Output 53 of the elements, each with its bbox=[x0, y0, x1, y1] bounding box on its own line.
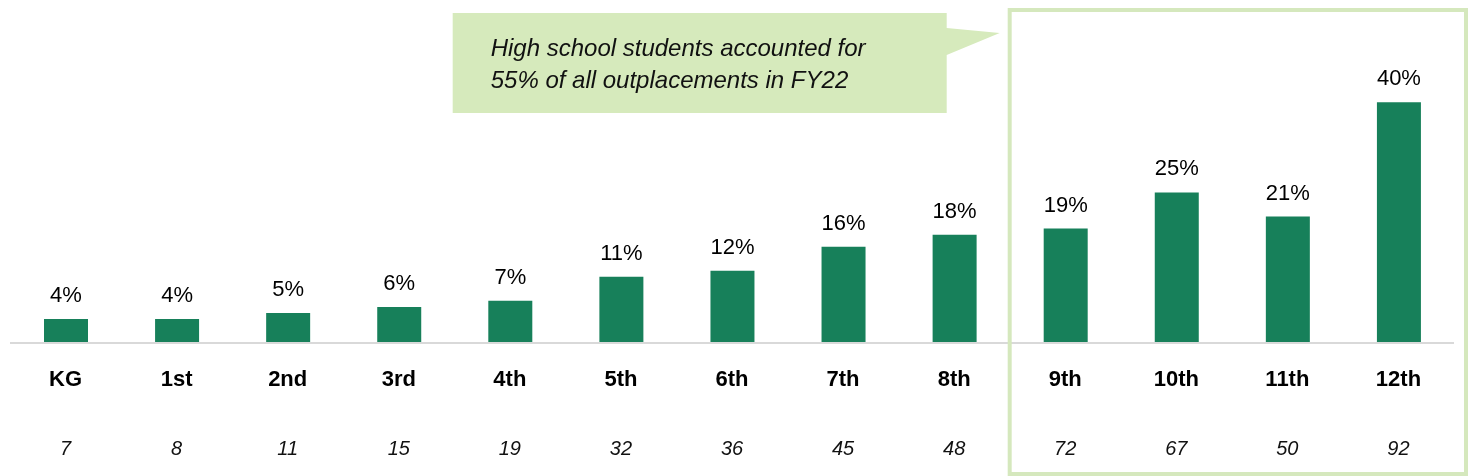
data-label: 18% bbox=[932, 197, 977, 223]
bar bbox=[710, 270, 755, 343]
bar bbox=[821, 246, 866, 343]
x-tick-label: 2nd bbox=[268, 366, 308, 391]
text: 11 bbox=[277, 437, 299, 459]
x-tick-label: 7th bbox=[826, 366, 860, 391]
data-label: 21% bbox=[1265, 179, 1310, 205]
data-label: 4% bbox=[161, 281, 193, 307]
data-label: 16% bbox=[821, 209, 866, 235]
x-tick-label: 5th bbox=[604, 366, 638, 391]
data-label: 25% bbox=[1154, 155, 1199, 181]
x-tick-label: KG bbox=[49, 366, 83, 391]
x-tick-label: 1st bbox=[160, 366, 194, 391]
text: 8 bbox=[171, 437, 183, 459]
bar bbox=[488, 300, 533, 343]
bar bbox=[155, 318, 200, 343]
data-label: 12% bbox=[710, 233, 755, 259]
bar bbox=[1376, 102, 1421, 343]
bar bbox=[1265, 216, 1310, 343]
data-label: 6% bbox=[383, 269, 416, 295]
x-tick-label: 9th bbox=[1048, 366, 1082, 391]
x-tick-label: 10th bbox=[1153, 366, 1199, 391]
bar bbox=[44, 318, 88, 343]
bar bbox=[599, 276, 644, 343]
data-label: 40% bbox=[1376, 65, 1421, 91]
bar bbox=[1043, 228, 1088, 343]
bar bbox=[1154, 192, 1199, 343]
bar bbox=[932, 234, 977, 343]
text: 67 bbox=[1165, 437, 1189, 459]
data-label: 5% bbox=[272, 275, 305, 301]
x-tick-label: 8th bbox=[937, 366, 971, 391]
text: 15 bbox=[387, 437, 411, 459]
x-tick-label: 11th bbox=[1265, 366, 1310, 391]
x-tick-label: 3rd bbox=[381, 366, 416, 391]
bar bbox=[377, 306, 422, 343]
data-label: 11% bbox=[600, 239, 643, 265]
bar bbox=[266, 312, 311, 343]
text: 92 bbox=[1387, 437, 1410, 459]
text: 36 bbox=[720, 437, 744, 459]
x-tick-label: 6th bbox=[715, 366, 749, 391]
x-tick-label: 12th bbox=[1375, 366, 1422, 391]
text: 7 bbox=[59, 437, 72, 459]
x-tick-label: 4th bbox=[493, 366, 527, 391]
data-label: 19% bbox=[1043, 191, 1088, 217]
text: 50 bbox=[1276, 437, 1299, 459]
text: 48 bbox=[943, 437, 966, 459]
text: 72 bbox=[1054, 437, 1077, 459]
text: 19 bbox=[498, 437, 521, 459]
data-label: 4% bbox=[50, 281, 82, 307]
text: 32 bbox=[609, 437, 633, 459]
text: High school students accounted for 55% of all outplacements in FY22 bbox=[490, 33, 868, 95]
data-label: 7% bbox=[494, 263, 527, 289]
text: 45 bbox=[831, 437, 856, 459]
